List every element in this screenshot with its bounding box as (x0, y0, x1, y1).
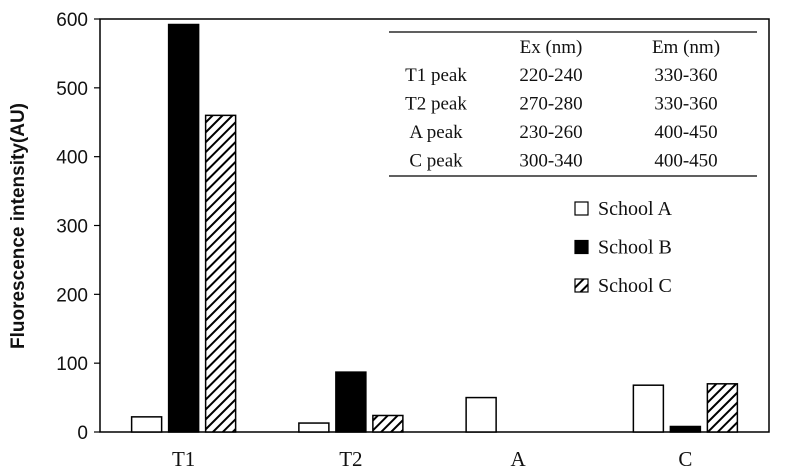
bar-school-a-a (465, 396, 497, 433)
table-cell: C peak (409, 151, 463, 172)
table-cell: 220-240 (519, 65, 582, 86)
x-tick-label: C (678, 447, 692, 471)
table-cell: 330-360 (654, 65, 717, 86)
legend-swatch (574, 278, 589, 293)
bars (130, 23, 739, 433)
y-tick-label: 500 (56, 79, 88, 100)
legend-label: School B (598, 237, 672, 259)
bar-school-b-t1 (167, 23, 200, 433)
y-axis: 0 100 200 300 400 500 600 (56, 10, 100, 444)
x-axis: T1 T2 A C (172, 447, 692, 471)
bar-school-c-c (706, 383, 739, 433)
x-tick-label: A (511, 447, 527, 471)
bar-school-b-t2 (335, 371, 367, 433)
table-cell: 330-360 (654, 94, 717, 115)
table-cell: T1 peak (405, 65, 467, 86)
x-tick-label: T1 (172, 447, 195, 471)
y-tick-label: 600 (56, 10, 88, 31)
table-cell: 300-340 (519, 151, 582, 172)
legend-swatch (574, 239, 589, 255)
y-tick-label: 200 (56, 285, 88, 306)
bar-school-a-t2 (298, 422, 330, 433)
table-cell: 400-450 (654, 122, 717, 143)
table-header: Em (nm) (652, 37, 720, 58)
bar-school-b-c (669, 425, 702, 433)
bar-school-c-t1 (204, 114, 237, 433)
table-cell: 230-260 (519, 122, 582, 143)
y-tick-label: 100 (56, 354, 88, 375)
table-cell: A peak (409, 122, 463, 143)
bar-school-c-t2 (372, 414, 404, 433)
legend: School A School B School C (574, 198, 672, 297)
table-cell: T2 peak (405, 94, 467, 115)
legend-swatch (574, 201, 589, 216)
table-header: Ex (nm) (520, 37, 583, 58)
inset-table: Ex (nm) Em (nm) T1 peak 220-240 330-360 T2 pe… (389, 31, 757, 177)
legend-label: School A (598, 198, 672, 220)
bar-school-a-c (632, 384, 665, 433)
y-tick-label: 0 (77, 423, 88, 444)
x-tick-label: T2 (339, 447, 362, 471)
bar-school-a-t1 (130, 416, 163, 433)
y-tick-label: 400 (56, 148, 88, 169)
table-cell: 400-450 (654, 151, 717, 172)
y-tick-label: 300 (56, 217, 88, 238)
legend-label: School C (598, 275, 672, 297)
y-axis-title: Fluorescence intensity(AU) (8, 103, 29, 349)
table-cell: 270-280 (519, 94, 582, 115)
